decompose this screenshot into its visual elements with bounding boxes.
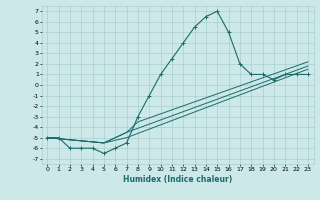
X-axis label: Humidex (Indice chaleur): Humidex (Indice chaleur)	[123, 175, 232, 184]
